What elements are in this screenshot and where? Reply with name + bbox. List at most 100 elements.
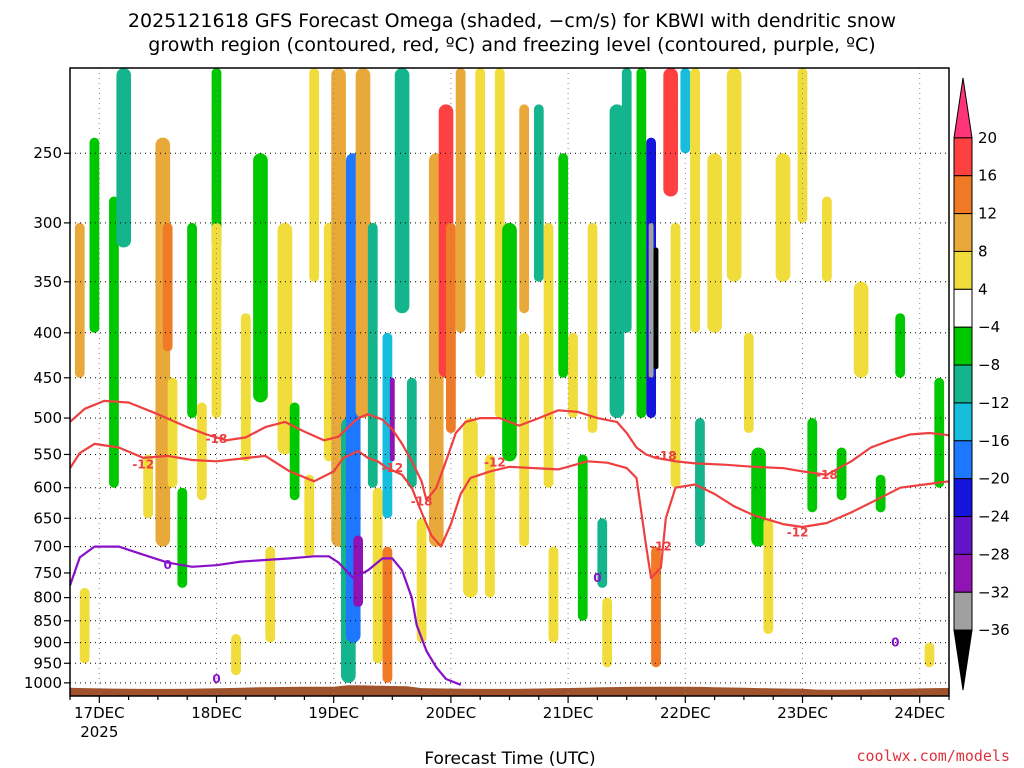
colorbar-label: 4 (978, 280, 988, 298)
colorbar-label: −24 (978, 508, 1010, 526)
terrain-layer (70, 685, 949, 696)
colorbar-label: −12 (978, 394, 1010, 412)
omega-patch (853, 281, 869, 378)
omega-patch (485, 454, 495, 598)
omega-patch (309, 68, 320, 282)
omega-patch (265, 546, 276, 643)
contour-label: -18 (206, 432, 228, 446)
omega-patch (167, 377, 178, 488)
colorbar: 20 16 12 8 4 −4 −8 −12 −16 −20 −24 −28 −32 −36 (953, 77, 1010, 691)
omega-patch (74, 222, 85, 378)
omega-patch (463, 418, 478, 598)
x-tick-label: 18DEC (191, 704, 242, 722)
contour-label: -12 (787, 526, 809, 540)
omega-patch (196, 402, 207, 501)
colorbar-label: −8 (978, 356, 1000, 374)
omega-patch (775, 153, 791, 282)
y-tick-label: 1000 (24, 674, 62, 692)
y-tick-label: 900 (33, 634, 62, 652)
contour-label: -18 (411, 494, 433, 508)
omega-patch (695, 418, 705, 547)
omega-patch (79, 587, 90, 664)
omega-patch (743, 332, 754, 434)
chart-title-line-1: 2025121618 GFS Forecast Omega (shaded, −… (128, 10, 896, 32)
omega-patch (609, 104, 625, 419)
contour-label: -12 (650, 540, 672, 554)
omega-patch (726, 68, 742, 282)
contour-label: -18 (655, 449, 677, 463)
x-axis-title: Forecast Time (UTC) (424, 749, 595, 768)
y-tick-label: 700 (33, 538, 62, 556)
omega-patch (277, 222, 293, 455)
colorbar-label: 12 (978, 205, 997, 223)
omega-patch (690, 68, 700, 333)
colorbar-swatch (953, 478, 973, 518)
colorbar-swatch (953, 326, 973, 366)
omega-patch (648, 222, 654, 378)
colorbar-label: −36 (978, 621, 1010, 639)
y-tick-label: 300 (33, 214, 62, 232)
y-tick-label: 350 (33, 273, 62, 291)
x-tick-label: 23DEC (777, 704, 828, 722)
omega-patch (587, 222, 598, 434)
colorbar-label: −4 (978, 318, 1000, 336)
omega-patch (797, 68, 808, 223)
omega-patch (548, 546, 559, 643)
contour-label: -18 (816, 468, 838, 482)
colorbar-label: −28 (978, 545, 1010, 563)
omega-patch (389, 377, 395, 462)
omega-patch (707, 153, 722, 333)
contour-label: -12 (381, 461, 403, 475)
omega-patch (211, 222, 222, 419)
colorbar-label: −20 (978, 470, 1010, 488)
omega-patch (636, 68, 647, 419)
y-tick-label: 950 (33, 654, 62, 672)
credit-link[interactable]: coolwx.com/models (856, 747, 1010, 765)
omega-patch (670, 222, 681, 488)
colorbar-swatch (953, 553, 973, 593)
omega-patch (763, 518, 774, 635)
colorbar-top-arrow (953, 77, 973, 139)
chart-title-line-2: growth region (contoured, red, ºC) and f… (148, 34, 875, 56)
omega-patch (355, 68, 371, 419)
y-tick-label: 550 (33, 445, 62, 463)
colorbar-label: 16 (978, 167, 997, 185)
y-tick-label: 800 (33, 589, 62, 607)
omega-patch (372, 487, 383, 664)
omega-patch (177, 487, 188, 588)
contour-label: -12 (132, 458, 154, 472)
omega-patch (367, 222, 378, 488)
omega-patch (353, 535, 363, 608)
omega-patch (653, 247, 659, 370)
colorbar-swatch (953, 591, 973, 631)
omega-patch (822, 196, 832, 282)
omega-patch (924, 642, 935, 668)
omega-patch (597, 518, 608, 588)
x-tick-label: 22DEC (660, 704, 711, 722)
omega-patch (382, 546, 393, 683)
omega-patch (109, 196, 119, 488)
x-tick-label: 24DEC (894, 704, 945, 722)
y-tick-label: 250 (33, 144, 62, 162)
omega-patch (934, 377, 945, 488)
omega-patch (519, 332, 530, 547)
contour-dgz-minus12 (70, 442, 949, 580)
contour-layer: -12 -12 -12 -12 -12 -18 -18 -18 -18 0 0 0 0 (70, 399, 949, 686)
y-tick-label: 500 (33, 409, 62, 427)
colorbar-swatch (953, 288, 973, 328)
colorbar-label: 20 (978, 129, 997, 147)
contour-label: 0 (212, 672, 220, 686)
y-tick-label: 400 (33, 324, 62, 342)
omega-patch (680, 68, 691, 154)
colorbar-swatch (953, 213, 973, 252)
colorbar-swatch (953, 402, 973, 442)
omega-patch (406, 377, 417, 488)
colorbar-swatch (953, 440, 973, 480)
omega-patch (895, 313, 906, 378)
colorbar-swatch (953, 364, 973, 404)
omega-patch (621, 68, 632, 333)
omega-patch (253, 153, 268, 403)
omega-shading-layer (74, 68, 945, 683)
